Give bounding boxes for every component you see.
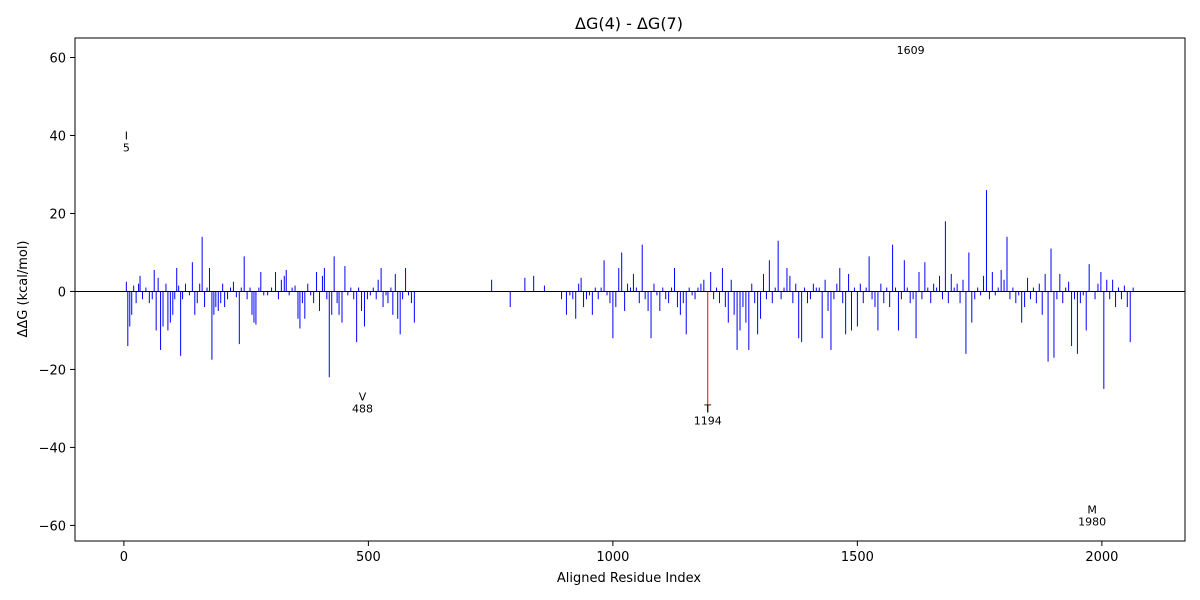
y-tick-label-4: 20 [49, 207, 66, 222]
y-axis-label: ΔΔG (kcal/mol) [16, 241, 31, 338]
x-axis-label: Aligned Residue Index [557, 571, 702, 586]
annotation-residue-1: V [359, 391, 367, 404]
y-tick-label-2: −20 [39, 363, 66, 378]
x-tick-label-4: 2000 [1085, 550, 1118, 565]
y-tick-label-3: 0 [58, 285, 66, 300]
y-tick-label-6: 60 [49, 51, 66, 66]
y-tick-label-1: −40 [39, 441, 66, 456]
annotation-residue-4: M [1087, 504, 1097, 517]
annotation-residue-2: T [703, 402, 711, 415]
y-axis: −60 −40 −20 0 20 40 60 [39, 51, 75, 534]
annotation-residue-0: I [125, 129, 128, 142]
annotation-index-1: 488 [352, 403, 373, 416]
x-tick-label-3: 1500 [841, 550, 874, 565]
annotation-index-2: 1194 [694, 414, 722, 427]
annotation-index-4: 1980 [1078, 516, 1106, 529]
chart-title: ΔG(4) - ΔG(7) [575, 14, 683, 33]
x-axis: 0 500 1000 1500 2000 [120, 541, 1118, 565]
annotation-index-0: 5 [123, 141, 130, 154]
annotation-index-3: 1609 [897, 44, 925, 57]
bars-group [125, 190, 1134, 413]
x-tick-label-0: 0 [120, 550, 128, 565]
plot-frame [74, 37, 1186, 542]
x-tick-label-1: 500 [356, 550, 381, 565]
x-tick-label-2: 1000 [596, 550, 629, 565]
y-tick-label-5: 40 [49, 129, 66, 144]
y-tick-label-0: −60 [39, 519, 66, 534]
